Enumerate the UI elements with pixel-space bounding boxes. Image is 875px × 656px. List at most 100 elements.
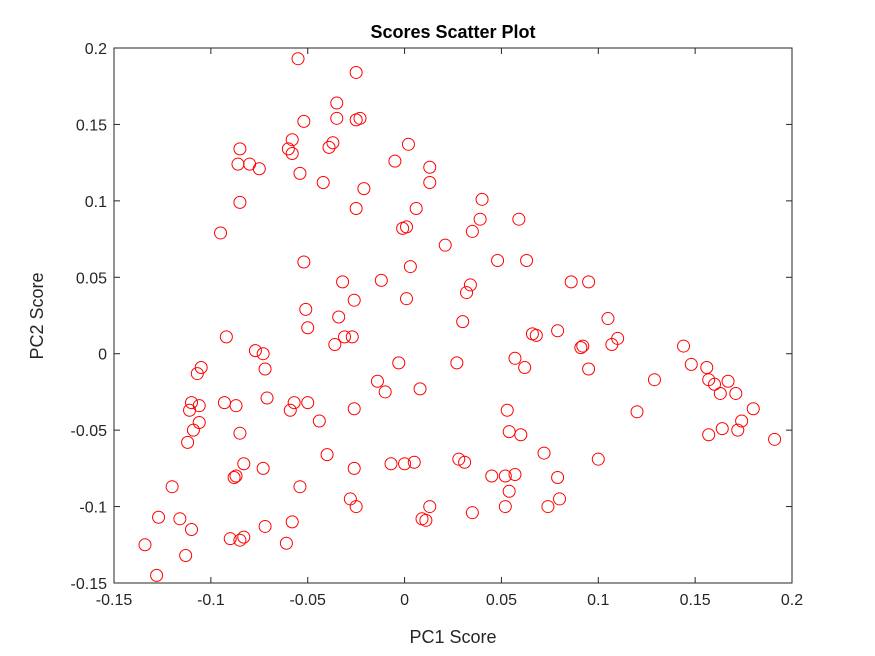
data-point bbox=[413, 382, 427, 396]
data-point bbox=[287, 396, 301, 410]
y-tick-label: 0.2 bbox=[85, 41, 107, 58]
data-point bbox=[553, 492, 567, 506]
data-point bbox=[500, 403, 514, 417]
data-point bbox=[564, 275, 578, 289]
x-tick-label: 0.15 bbox=[680, 592, 711, 609]
data-point bbox=[551, 471, 565, 485]
data-point bbox=[330, 111, 344, 125]
data-point bbox=[332, 310, 346, 324]
data-point bbox=[647, 373, 661, 387]
data-point bbox=[256, 461, 270, 475]
data-point bbox=[384, 457, 398, 471]
data-point bbox=[322, 140, 336, 154]
x-tick-label: 0 bbox=[400, 592, 409, 609]
data-point bbox=[582, 275, 596, 289]
x-tick-label: -0.05 bbox=[289, 592, 326, 609]
data-point bbox=[378, 385, 392, 399]
data-point bbox=[450, 356, 464, 370]
data-point bbox=[541, 500, 555, 514]
data-point bbox=[283, 403, 297, 417]
x-tick-label: -0.15 bbox=[96, 592, 133, 609]
data-point bbox=[551, 324, 565, 338]
data-point bbox=[252, 162, 266, 176]
data-point bbox=[409, 202, 423, 215]
data-point bbox=[485, 469, 499, 483]
data-point bbox=[347, 402, 361, 416]
data-point bbox=[297, 255, 311, 269]
data-point bbox=[293, 480, 307, 494]
data-point bbox=[400, 292, 414, 306]
data-point bbox=[279, 536, 293, 550]
axis-ticks bbox=[113, 47, 793, 584]
data-point bbox=[498, 469, 512, 483]
data-point bbox=[438, 238, 452, 252]
data-point bbox=[576, 339, 590, 353]
data-point bbox=[684, 357, 698, 371]
y-tick-label: 0 bbox=[98, 347, 107, 364]
data-point bbox=[152, 510, 166, 524]
data-point bbox=[281, 142, 295, 156]
data-point bbox=[138, 538, 152, 552]
data-point bbox=[328, 338, 342, 352]
data-point bbox=[301, 396, 315, 410]
y-tick-label: -0.1 bbox=[79, 500, 107, 517]
data-point bbox=[396, 221, 410, 235]
data-point bbox=[233, 533, 247, 547]
data-point bbox=[184, 523, 198, 536]
data-point bbox=[291, 52, 305, 66]
data-point bbox=[297, 114, 311, 128]
data-point bbox=[370, 374, 384, 388]
data-point bbox=[285, 146, 299, 160]
x-tick-label: 0.1 bbox=[587, 592, 609, 609]
data-point bbox=[173, 512, 187, 526]
data-point bbox=[285, 515, 299, 529]
scatter-points bbox=[138, 52, 782, 582]
data-point bbox=[715, 422, 729, 436]
data-point bbox=[729, 386, 743, 400]
data-point bbox=[233, 195, 247, 209]
data-point bbox=[316, 176, 330, 190]
data-point bbox=[574, 341, 588, 355]
data-point bbox=[768, 432, 782, 446]
data-point bbox=[150, 568, 164, 582]
data-point bbox=[463, 278, 477, 292]
data-point bbox=[374, 273, 388, 287]
data-point bbox=[320, 448, 334, 462]
data-point bbox=[456, 315, 470, 329]
data-point bbox=[229, 469, 243, 483]
data-point bbox=[227, 471, 241, 485]
y-tick-labels: -0.15 -0.1 -0.05 0 0.05 0.1 0.15 0.2 bbox=[71, 41, 108, 593]
data-point bbox=[256, 347, 270, 361]
y-axis-label: PC2 Score bbox=[27, 272, 47, 359]
data-point bbox=[349, 500, 363, 514]
y-tick-label: 0.05 bbox=[76, 270, 107, 287]
data-point bbox=[473, 212, 487, 226]
data-point bbox=[190, 367, 204, 381]
x-tick-label: -0.1 bbox=[197, 592, 225, 609]
data-point bbox=[502, 484, 516, 498]
data-point bbox=[223, 532, 237, 546]
y-tick-label: 0.15 bbox=[76, 117, 107, 134]
data-point bbox=[301, 321, 315, 335]
data-point bbox=[338, 330, 352, 344]
data-point bbox=[465, 506, 479, 520]
x-tick-label: 0.2 bbox=[781, 592, 803, 609]
data-point bbox=[452, 452, 466, 466]
plot-area bbox=[113, 47, 793, 584]
data-point bbox=[702, 428, 716, 442]
data-point bbox=[336, 275, 350, 289]
data-point bbox=[708, 377, 722, 391]
data-point bbox=[508, 467, 522, 481]
data-point bbox=[465, 224, 479, 238]
data-point bbox=[285, 133, 299, 147]
data-point bbox=[229, 399, 243, 413]
data-point bbox=[458, 455, 472, 469]
data-point bbox=[677, 339, 691, 353]
data-point bbox=[219, 330, 233, 344]
y-tick-label: -0.15 bbox=[71, 576, 108, 593]
data-point bbox=[326, 136, 340, 150]
data-point bbox=[357, 182, 371, 196]
data-point bbox=[529, 328, 543, 342]
data-point bbox=[423, 160, 437, 174]
